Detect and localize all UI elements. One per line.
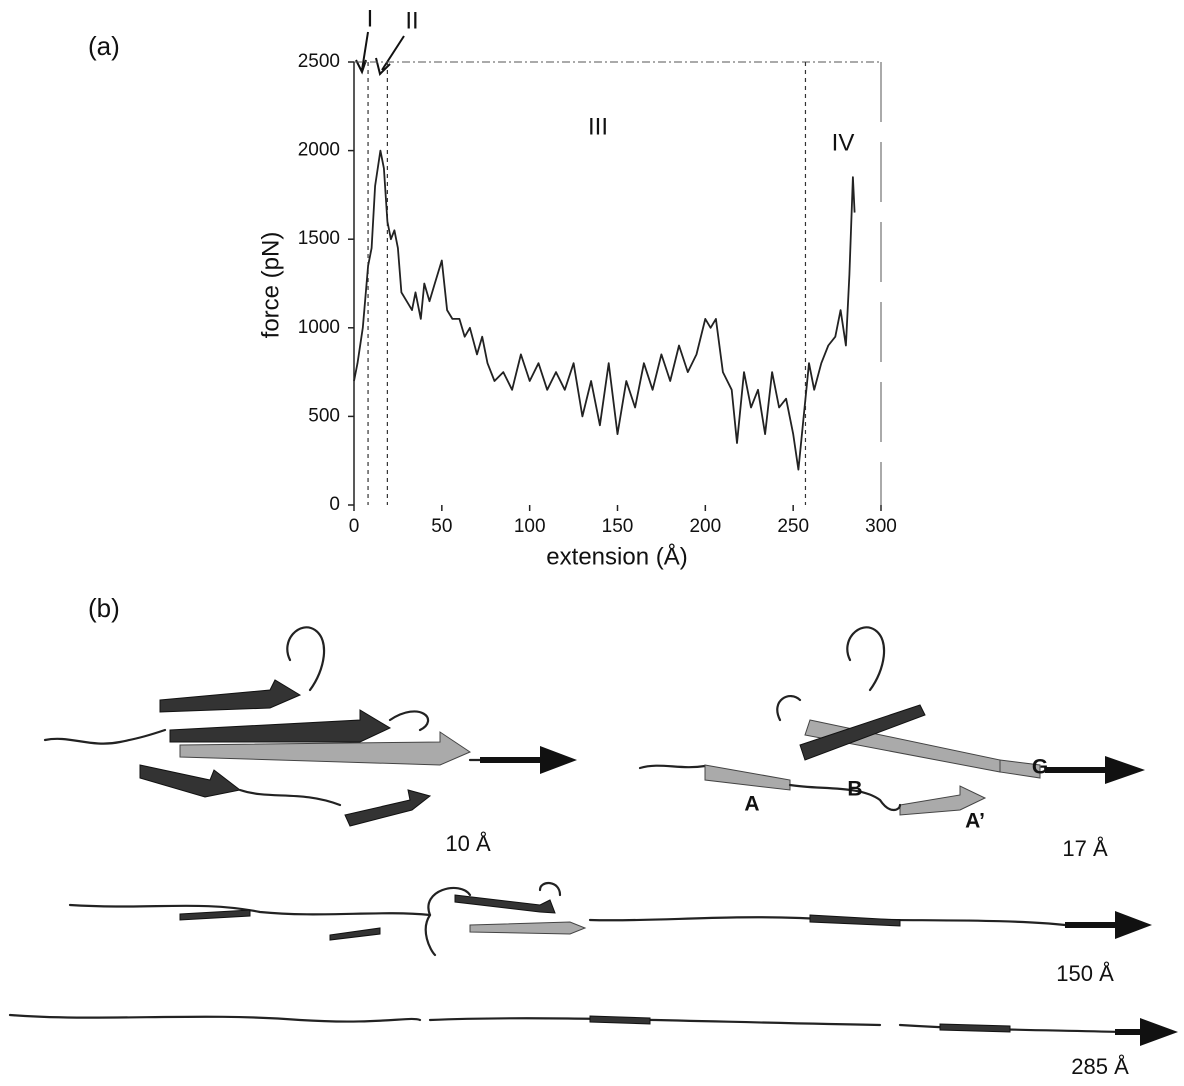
strand xyxy=(179,731,472,766)
strand xyxy=(139,764,242,798)
y-tick-label: 2000 xyxy=(298,140,340,161)
pull-arrow-head xyxy=(1115,911,1152,939)
region-label: III xyxy=(588,113,608,140)
ribbon xyxy=(424,882,562,957)
snapshot-label: 17 Å xyxy=(1062,836,1108,861)
ribbon xyxy=(238,710,482,807)
region-arrow xyxy=(355,31,369,75)
snapshot-label: 285 Å xyxy=(1071,1054,1129,1079)
x-tick-label: 100 xyxy=(514,516,546,537)
strand xyxy=(169,709,392,743)
y-tick-label: 0 xyxy=(329,494,340,515)
strand-label: A xyxy=(744,793,759,816)
strand xyxy=(809,914,901,927)
region-label: I xyxy=(367,5,374,32)
pull-arrow-head xyxy=(1140,1018,1178,1046)
pull-arrow-head xyxy=(540,746,577,774)
panel-label: (b) xyxy=(88,593,120,623)
strand-label: A’ xyxy=(965,810,985,833)
strand-label: B xyxy=(847,778,862,801)
y-tick-label: 1500 xyxy=(298,228,340,249)
y-tick-label: 2500 xyxy=(298,51,340,72)
strand xyxy=(704,764,791,791)
x-tick-label: 300 xyxy=(865,516,897,537)
force-chart: (a) extension (Å) force (pN) I II III IV… xyxy=(88,5,897,570)
x-tick-label: 0 xyxy=(349,516,360,537)
pull-arrow-head xyxy=(1105,756,1145,784)
strand xyxy=(454,894,556,914)
strand xyxy=(999,759,1041,779)
x-tick-label: 250 xyxy=(777,516,809,537)
panel-b: (b) 10 Å A B A’ G 17 Å xyxy=(8,593,1178,1079)
y-tick-label: 500 xyxy=(308,405,340,426)
snapshot-label: 150 Å xyxy=(1056,961,1114,986)
ribbon xyxy=(638,764,707,770)
strand xyxy=(159,679,302,713)
y-tick-label: 1000 xyxy=(298,317,340,338)
strand xyxy=(899,785,987,816)
strand xyxy=(469,921,587,935)
strand xyxy=(799,704,926,761)
x-tick-label: 50 xyxy=(431,516,452,537)
y-axis-title: force (pN) xyxy=(257,232,284,339)
strand xyxy=(939,1023,1011,1033)
ribbon xyxy=(776,695,902,812)
strand xyxy=(344,789,432,827)
force-line xyxy=(353,149,856,471)
ribbon xyxy=(68,903,1067,927)
region-label: II xyxy=(405,7,418,34)
panel-label: (a) xyxy=(88,31,120,61)
strand xyxy=(589,1015,651,1025)
strand xyxy=(329,927,381,941)
region-label: IV xyxy=(832,129,855,156)
ribbon-loop xyxy=(286,626,326,692)
strand xyxy=(179,909,251,921)
strand-label: G xyxy=(1032,756,1048,779)
x-tick-label: 150 xyxy=(602,516,634,537)
x-tick-label: 200 xyxy=(689,516,721,537)
region-arrow xyxy=(375,35,405,76)
ribbon xyxy=(43,728,167,745)
ribbon-loop xyxy=(846,626,886,692)
x-axis-title: extension (Å) xyxy=(546,542,687,570)
snapshot-label: 10 Å xyxy=(445,831,491,856)
